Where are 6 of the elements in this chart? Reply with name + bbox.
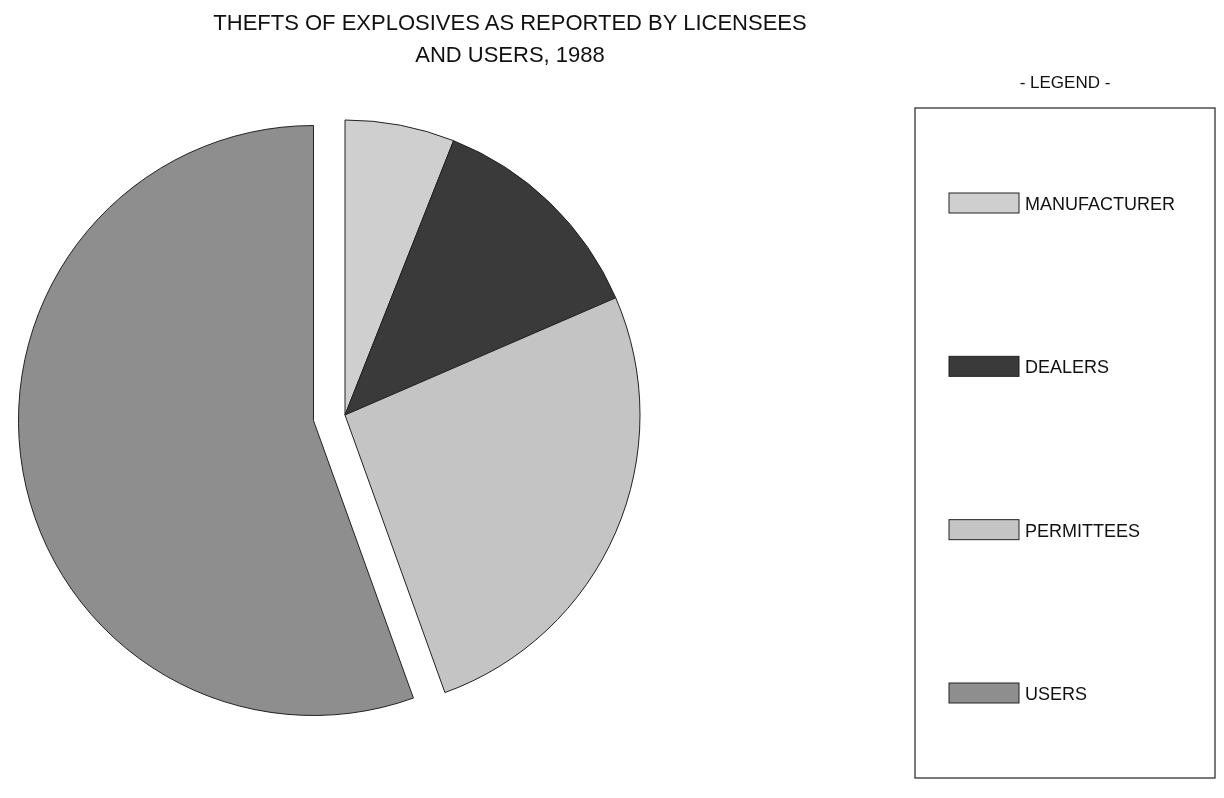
legend-label: DEALERS: [1025, 357, 1110, 378]
legend-title: - LEGEND -: [1019, 73, 1111, 92]
legend-label: MANUFACTURER: [1025, 194, 1176, 214]
chart-title: THEFTS OF EXPLOSIVES AS REPORTED BY LICENSEES AND USERS, 1988: [213, 10, 807, 67]
legend-label: PERMITTEES: [1025, 520, 1141, 541]
legend-label: USERS: [1025, 684, 1088, 704]
